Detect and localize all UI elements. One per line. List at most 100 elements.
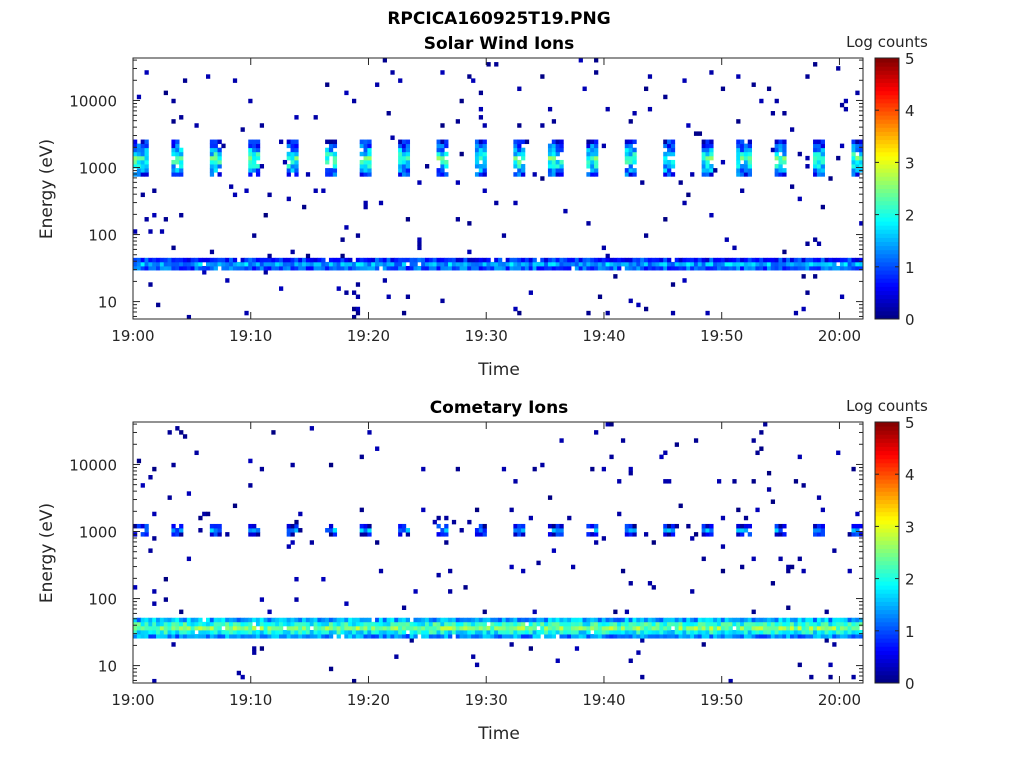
heatmap-cell (751, 625, 756, 631)
heatmap-cell (847, 261, 852, 267)
heatmap-cell (620, 625, 626, 631)
heatmap-cell (190, 621, 195, 627)
heatmap-cell (659, 625, 664, 631)
heatmap-cell (148, 617, 153, 623)
heatmap-cell (667, 151, 672, 157)
heatmap-cell (501, 625, 507, 631)
heatmap-cell (436, 634, 441, 639)
heatmap-cell (551, 164, 557, 169)
heatmap-cell (217, 172, 222, 177)
heatmap-cell (501, 265, 507, 271)
heatmap-cell (632, 617, 637, 623)
heatmap-cell (248, 458, 253, 464)
heatmap-cell (432, 261, 437, 267)
heatmap-cell (213, 532, 218, 537)
heatmap-cell (547, 523, 553, 529)
heatmap-cell (213, 159, 218, 165)
heatmap-cell (832, 625, 837, 631)
heatmap-cell (302, 621, 307, 627)
heatmap-cell (524, 629, 530, 635)
heatmap-cell (820, 151, 825, 157)
heatmap-cell (152, 261, 157, 267)
heatmap-cell (790, 127, 795, 132)
heatmap-cell (628, 147, 633, 153)
colorbar-segment (875, 499, 899, 505)
heatmap-cell (436, 617, 441, 623)
heatmap-cell (363, 634, 368, 639)
heatmap-cell (152, 265, 157, 271)
heatmap-cell (724, 617, 729, 623)
heatmap-cell (536, 621, 541, 627)
heatmap-cell (701, 265, 706, 271)
heatmap-cell (286, 143, 291, 149)
heatmap-cell (286, 621, 291, 627)
heatmap-cell (428, 617, 434, 623)
y-axis-label: Energy (eV) (37, 139, 57, 239)
heatmap-cell (294, 168, 299, 173)
y-tick-label: 10 (98, 658, 117, 676)
heatmap-cell (786, 605, 791, 610)
heatmap-cell (786, 625, 791, 631)
heatmap-cell (590, 168, 595, 173)
heatmap-cell (213, 261, 218, 267)
heatmap-cell (179, 625, 184, 631)
heatmap-cell (401, 139, 407, 145)
heatmap-cell (482, 532, 487, 537)
heatmap-cell (586, 257, 591, 263)
heatmap-cell (521, 568, 526, 574)
heatmap-cell (647, 581, 653, 586)
heatmap-cell (793, 479, 799, 484)
heatmap-cell (148, 475, 153, 480)
heatmap-cell (405, 625, 411, 631)
heatmap-cell (736, 523, 741, 529)
heatmap-cell (194, 634, 199, 639)
heatmap-cell (133, 159, 138, 165)
heatmap-cell (793, 265, 799, 271)
heatmap-cell (605, 422, 610, 427)
heatmap-cell (594, 532, 599, 537)
heatmap-cell (513, 532, 518, 537)
heatmap-cell (620, 629, 626, 635)
colorbar-segment (875, 442, 899, 447)
heatmap-cell (828, 257, 833, 263)
heatmap-cell (421, 617, 426, 623)
heatmap-cell (290, 540, 295, 545)
heatmap-cell (701, 625, 706, 631)
heatmap-cell (282, 257, 288, 263)
heatmap-cell (321, 617, 326, 623)
heatmap-cell (398, 257, 403, 263)
heatmap-cell (344, 90, 349, 96)
heatmap-cell (609, 617, 614, 623)
heatmap-cell (332, 528, 338, 533)
heatmap-cell (459, 261, 464, 267)
heatmap-cell (786, 568, 791, 574)
heatmap-cell (440, 634, 445, 639)
colorbar-segment (875, 495, 899, 500)
heatmap-cell (647, 74, 653, 79)
colorbar-segment (875, 164, 899, 169)
heatmap-cell (697, 131, 703, 136)
heatmap-cell (544, 634, 549, 639)
heatmap-cell (359, 621, 364, 627)
heatmap-cell (332, 265, 338, 271)
heatmap-cell (644, 261, 649, 267)
heatmap-cell (156, 634, 161, 639)
heatmap-cell (590, 617, 595, 623)
heatmap-cell (613, 265, 618, 271)
heatmap-cell (682, 200, 687, 206)
heatmap-cell (386, 257, 391, 263)
heatmap-cell (202, 625, 207, 631)
colorbar-segment (875, 466, 899, 472)
colorbar-segment (875, 245, 899, 251)
heatmap-cell (605, 625, 610, 631)
heatmap-cell (232, 257, 238, 263)
heatmap-cell (813, 257, 818, 263)
heatmap-cell (348, 629, 353, 635)
heatmap-cell (766, 470, 772, 476)
heatmap-cell (405, 155, 411, 161)
heatmap-cell (513, 143, 518, 149)
heatmap-cell (547, 495, 553, 500)
heatmap-cell (743, 634, 749, 639)
heatmap-cell (782, 151, 787, 157)
heatmap-cell (678, 617, 683, 623)
